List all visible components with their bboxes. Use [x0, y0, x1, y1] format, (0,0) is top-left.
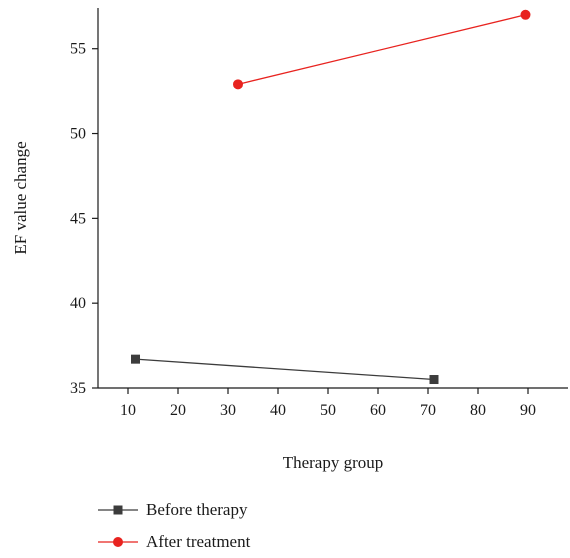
legend-label: Before therapy [146, 500, 248, 519]
line-chart: 10 20 30 40 50 60 70 80 90 35 40 45 50 55 Therapy gro… [11, 8, 568, 472]
legend-item-before-therapy: Before therapy [98, 494, 250, 526]
y-tick-label: 35 [70, 380, 86, 397]
x-tick-label: 60 [370, 402, 386, 419]
before-therapy-line [135, 358, 435, 381]
after-treatment-point [233, 79, 243, 90]
axes [97, 8, 568, 389]
after-treatment-point [520, 9, 531, 20]
axis-ticks: 10 20 30 40 50 60 70 80 90 35 40 45 50 55 [70, 41, 536, 419]
x-tick-label: 10 [120, 402, 136, 419]
x-axis-title: Therapy group [283, 453, 384, 472]
x-tick-label: 70 [420, 402, 436, 419]
y-axis-title: EF value change [11, 141, 30, 254]
x-tick-label: 80 [470, 402, 486, 419]
series-layer [131, 9, 531, 385]
legend-label: After treatment [146, 532, 251, 551]
x-tick-label: 50 [320, 402, 336, 419]
x-tick-label: 90 [520, 402, 536, 419]
legend-swatch-before-therapy [98, 505, 138, 515]
before-therapy-point [429, 375, 439, 385]
after-treatment-line [237, 14, 526, 85]
y-tick-label: 50 [70, 126, 86, 143]
before-therapy-point [131, 354, 140, 364]
x-tick-label: 40 [270, 402, 286, 419]
x-tick-label: 20 [170, 402, 186, 419]
legend-swatch-after-treatment [98, 537, 138, 547]
y-tick-label: 55 [70, 41, 86, 58]
x-tick-label: 30 [220, 402, 236, 419]
y-tick-label: 45 [70, 210, 86, 227]
legend: Before therapy After treatment [98, 494, 250, 558]
legend-item-after-treatment: After treatment [98, 526, 250, 558]
y-tick-label: 40 [70, 295, 86, 312]
